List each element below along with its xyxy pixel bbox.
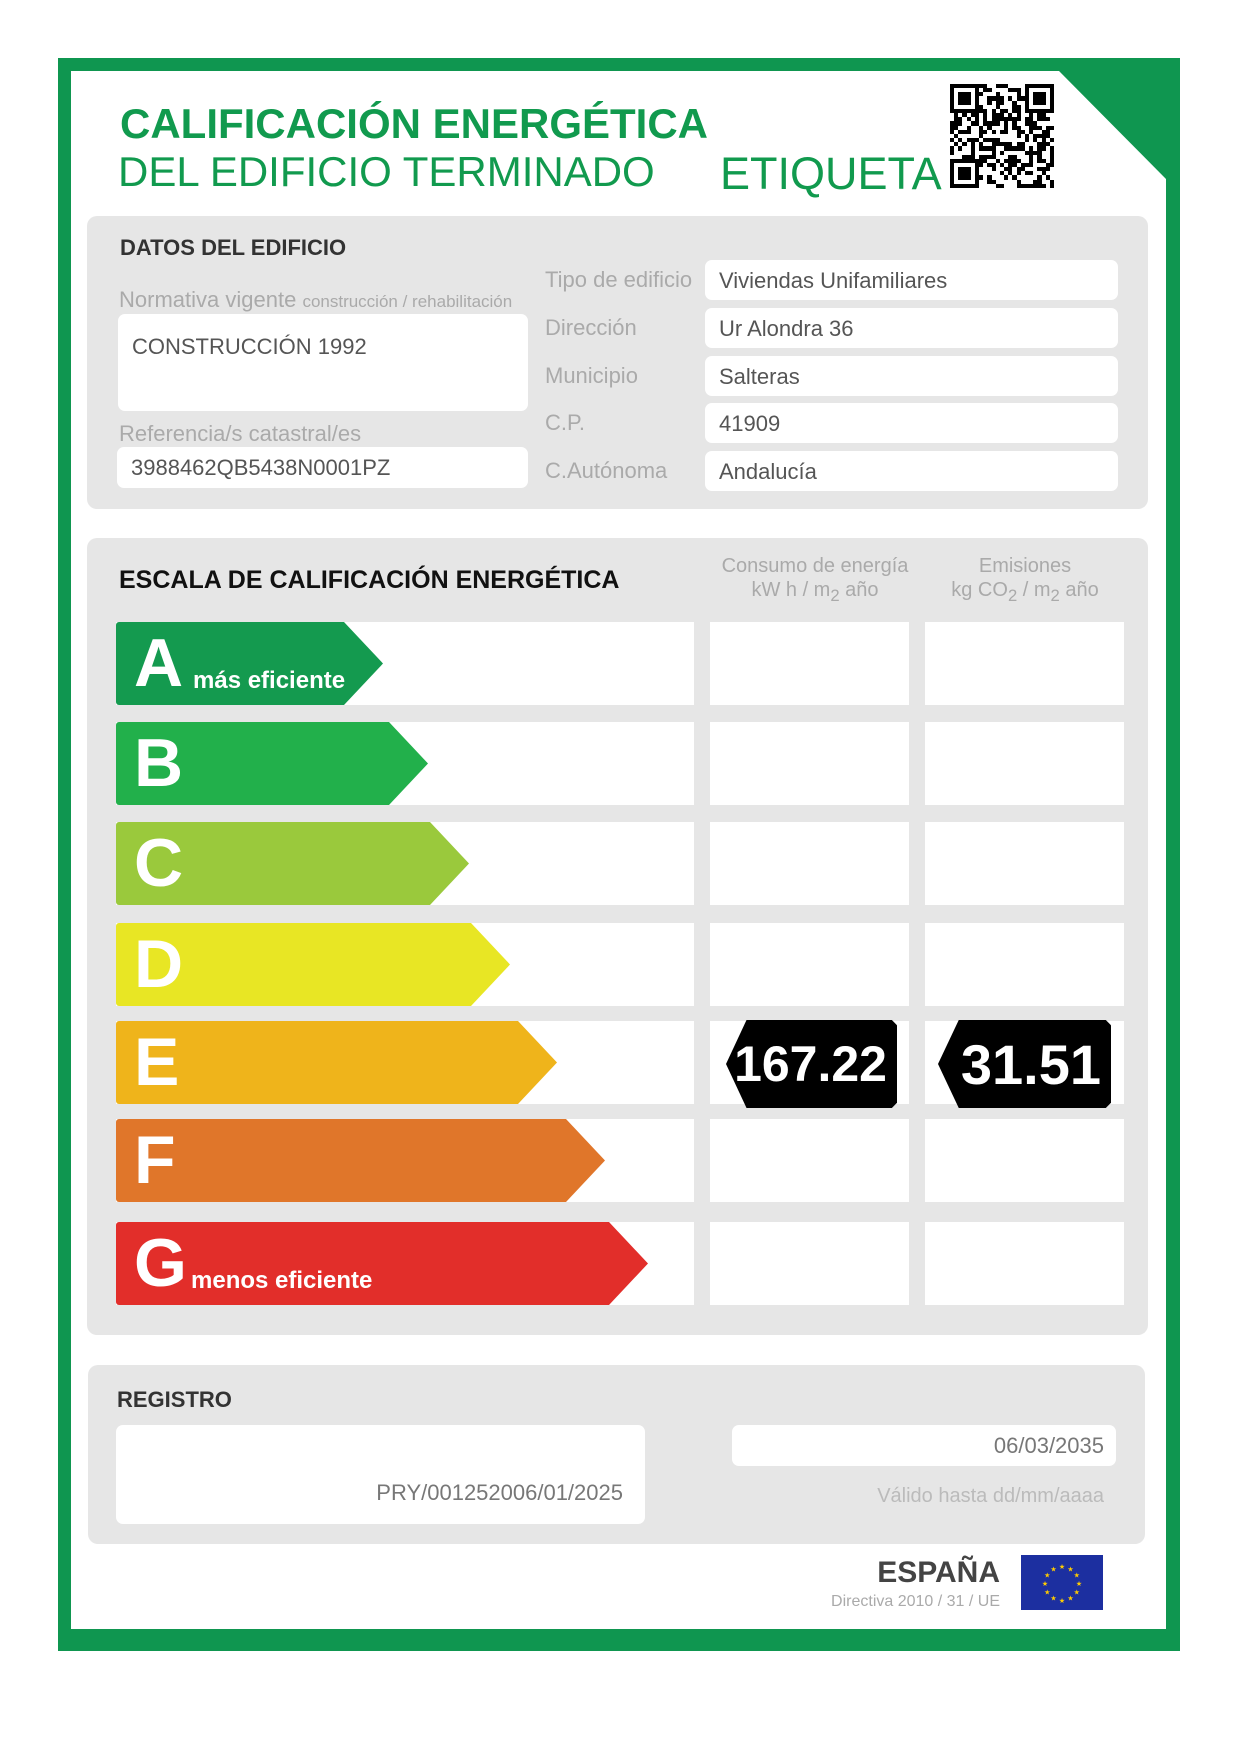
star-icon: ★	[1050, 1565, 1056, 1573]
grade-letter: F	[134, 1122, 176, 1198]
unit-sub: 2	[830, 586, 840, 605]
star-icon: ★	[1050, 1595, 1056, 1603]
consumo-header: Consumo de energía kW h / m2 año	[705, 554, 925, 608]
consumo-header-line1: Consumo de energía	[721, 555, 909, 577]
star-icon: ★	[1067, 1595, 1073, 1603]
grade-row-b: B	[116, 722, 694, 805]
grade-row-e: E	[116, 1021, 694, 1104]
emisiones-cell	[925, 1222, 1124, 1305]
normativa-label: Normativa vigente construcción / rehabil…	[119, 287, 512, 313]
grade-arrow: C	[116, 822, 469, 905]
normativa-value: CONSTRUCCIÓN 1992	[118, 314, 528, 411]
star-icon: ★	[1044, 1589, 1050, 1597]
registro-number: PRY/001252006/01/2025	[116, 1425, 645, 1524]
star-icon: ★	[1044, 1572, 1050, 1580]
emisiones-cell	[925, 622, 1124, 705]
grade-row-c: C	[116, 822, 694, 905]
emisiones-cell	[925, 822, 1124, 905]
unit-sub: 2	[1007, 586, 1018, 605]
star-icon: ★	[1074, 1589, 1080, 1597]
etiqueta-label: ETIQUETA	[720, 148, 942, 199]
star-icon: ★	[1059, 1563, 1065, 1571]
consumo-cell	[710, 923, 909, 1006]
grade-letter: C	[134, 825, 184, 901]
country-label: ESPAÑA	[877, 1556, 1000, 1589]
registro-heading: REGISTRO	[117, 1387, 232, 1412]
star-icon: ★	[1042, 1580, 1048, 1588]
title-line2: DEL EDIFICIO TERMINADO	[118, 148, 655, 195]
field-value: Salteras	[705, 356, 1118, 396]
consumo-value-tag: 167.22	[726, 1020, 897, 1108]
field-value: Viviendas Unifamiliares	[705, 260, 1118, 300]
grade-letter: G	[134, 1225, 187, 1301]
field-value: Andalucía	[705, 451, 1118, 491]
consumo-header-unit: kW h / m2 año	[705, 578, 925, 608]
grade-arrow: B	[116, 722, 428, 805]
field-label: Dirección	[545, 315, 637, 340]
grade-arrow: D	[116, 923, 510, 1006]
title-line1: CALIFICACIÓN ENERGÉTICA	[120, 100, 708, 147]
eu-flag-icon: ★ ★ ★ ★ ★ ★ ★ ★ ★ ★ ★ ★	[1021, 1555, 1103, 1610]
unit-text: kg CO	[951, 579, 1008, 601]
field-value: Ur Alondra 36	[705, 308, 1118, 348]
grade-arrow: E	[116, 1021, 557, 1104]
emisiones-value-tag: 31.51	[938, 1020, 1111, 1108]
unit-text: / m	[1017, 579, 1051, 601]
unit-sub: 2	[1050, 586, 1060, 605]
star-icon: ★	[1076, 1580, 1082, 1588]
consumo-cell	[710, 622, 909, 705]
grade-arrow: F	[116, 1119, 605, 1202]
valid-label: Válido hasta dd/mm/aaaa	[877, 1485, 1104, 1507]
emisiones-header: Emisiones kg CO2 / m2 año	[925, 554, 1125, 608]
directive-label: Directiva 2010 / 31 / UE	[831, 1593, 1000, 1610]
escala-heading: ESCALA DE CALIFICACIÓN ENERGÉTICA	[119, 566, 620, 594]
grade-letter: B	[134, 725, 184, 801]
field-label: Tipo de edificio	[545, 267, 693, 292]
star-icon: ★	[1067, 1565, 1073, 1573]
field-label: C.Autónoma	[545, 458, 668, 483]
unit-text: año	[1059, 579, 1099, 601]
consumo-cell	[710, 722, 909, 805]
unit-text: kW h / m	[751, 579, 831, 601]
field-label: Municipio	[545, 363, 638, 388]
emisiones-header-line1: Emisiones	[978, 555, 1072, 577]
consumo-cell	[710, 1222, 909, 1305]
emisiones-cell	[925, 1119, 1124, 1202]
star-icon: ★	[1074, 1572, 1080, 1580]
consumo-cell	[710, 822, 909, 905]
grade-row-d: D	[116, 923, 694, 1006]
referencia-label: Referencia/s catastral/es	[119, 421, 362, 446]
unit-text: año	[839, 579, 879, 601]
emisiones-cell	[925, 722, 1124, 805]
grade-letter: E	[134, 1024, 180, 1100]
referencia-value: 3988462QB5438N0001PZ	[117, 447, 528, 488]
grade-note: menos eficiente	[191, 1267, 373, 1294]
datos-heading: DATOS DEL EDIFICIO	[120, 235, 347, 260]
normativa-sublabel: construcción / rehabilitación	[302, 292, 513, 311]
star-icon: ★	[1059, 1597, 1065, 1605]
grade-note: más eficiente	[193, 667, 346, 694]
grade-letter: A	[134, 625, 184, 701]
emisiones-cell	[925, 923, 1124, 1006]
grade-letter: D	[134, 926, 184, 1002]
field-value: 41909	[705, 403, 1118, 443]
field-label: C.P.	[545, 410, 585, 435]
grade-row-f: F	[116, 1119, 694, 1202]
qr-code-icon	[950, 84, 1054, 188]
consumo-cell	[710, 1119, 909, 1202]
normativa-label-text: Normativa vigente	[119, 287, 297, 312]
valid-date: 06/03/2035	[732, 1425, 1116, 1466]
emisiones-header-unit: kg CO2 / m2 año	[925, 578, 1125, 608]
